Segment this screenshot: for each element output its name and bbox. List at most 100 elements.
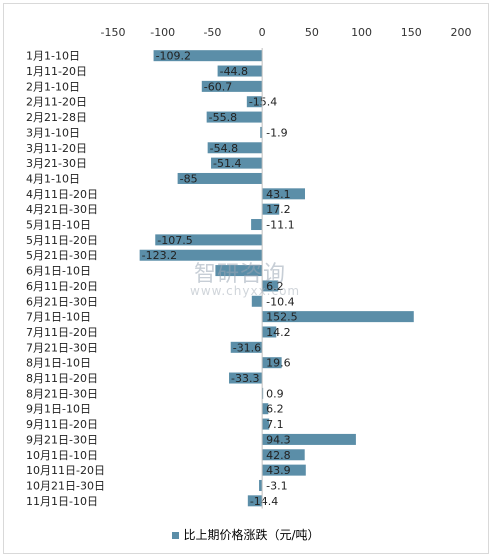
bar	[217, 65, 263, 77]
category-label: 8月1日-10日	[26, 357, 91, 370]
bar	[153, 50, 263, 62]
data-label: -109.2	[156, 50, 191, 63]
category-label: 7月11日-20日	[26, 326, 98, 339]
category-label: 9月11日-20日	[26, 418, 98, 431]
category-label: 7月21日-30日	[26, 341, 98, 354]
legend: 比上期价格涨跌（元/吨）	[0, 526, 492, 543]
bar	[177, 172, 263, 184]
bar	[262, 464, 306, 476]
data-label: 6.2	[266, 280, 284, 293]
data-label: 152.5	[266, 311, 298, 324]
category-label: 6月11日-20日	[26, 280, 98, 293]
x-tick-label: -150	[101, 26, 126, 39]
category-label: 4月1-10日	[26, 172, 80, 185]
data-label: -107.5	[157, 234, 192, 247]
category-label: 8月11日-20日	[26, 372, 98, 385]
data-label: -44.8	[220, 65, 248, 78]
bar	[229, 372, 263, 384]
category-label: 3月11-20日	[26, 142, 87, 155]
category-label: 1月1-10日	[26, 50, 80, 63]
bar	[262, 280, 279, 292]
category-label: 5月11日-20日	[26, 234, 98, 247]
bar	[215, 265, 263, 277]
x-tick-label: 150	[401, 26, 422, 39]
data-label: 94.3	[266, 433, 291, 446]
category-label: 4月11日-20日	[26, 188, 98, 201]
category-label: 1月11-20日	[26, 65, 87, 78]
x-tick-label: 50	[305, 26, 319, 39]
category-label: 9月21日-30日	[26, 433, 98, 446]
category-label: 10月21日-30日	[26, 479, 105, 492]
category-label: 6月21日-30日	[26, 295, 98, 308]
x-tick-label: 100	[351, 26, 372, 39]
category-label: 7月1日-10日	[26, 311, 91, 324]
data-label: -55.8	[209, 111, 237, 124]
category-label: 9月1日-10日	[26, 403, 91, 416]
bar	[247, 495, 263, 507]
data-label: -3.1	[266, 479, 287, 492]
bar	[246, 96, 263, 108]
bar	[262, 418, 270, 430]
data-label: 43.1	[266, 188, 291, 201]
bar	[260, 126, 263, 138]
category-label: 2月11-20日	[26, 96, 87, 109]
category-label: 8月21日-30日	[26, 387, 98, 400]
bar	[262, 449, 305, 461]
category-label: 10月1日-10日	[26, 449, 98, 462]
x-tick-label: 200	[451, 26, 472, 39]
category-label: 5月1日-10日	[26, 219, 91, 232]
data-label: 42.8	[266, 449, 291, 462]
data-label: -31.6	[233, 341, 261, 354]
bar	[201, 80, 263, 92]
data-label: -15.4	[249, 96, 277, 109]
bar	[230, 341, 263, 353]
legend-label: 比上期价格涨跌（元/吨）	[183, 528, 320, 542]
data-label: -1.9	[266, 126, 287, 139]
bar	[262, 203, 280, 215]
bar	[251, 219, 263, 231]
x-tick-label: -50	[203, 26, 221, 39]
data-label: -51.4	[213, 157, 241, 170]
bar	[262, 403, 269, 415]
data-label: -85	[180, 172, 198, 185]
bar	[262, 311, 414, 323]
bar	[207, 142, 263, 154]
bar	[259, 479, 263, 491]
category-label: 6月1日-10日	[26, 265, 91, 278]
category-label: 5月21日-30日	[26, 249, 98, 262]
category-label: 2月21-28日	[26, 111, 87, 124]
category-label: 3月1-10日	[26, 126, 80, 139]
data-label: -11.1	[266, 219, 294, 232]
data-label: 19.6	[266, 357, 291, 370]
data-label: 17.2	[266, 203, 291, 216]
data-label: 6.2	[266, 403, 284, 416]
bar	[262, 357, 282, 369]
category-label: 10月11日-20日	[26, 464, 105, 477]
x-tick-label: 0	[259, 26, 266, 39]
bar	[155, 234, 263, 246]
data-label: 7.1	[266, 418, 284, 431]
bar	[206, 111, 263, 123]
data-label: -33.3	[231, 372, 259, 385]
bar	[262, 433, 356, 445]
x-tick-label: -100	[150, 26, 175, 39]
category-label: 4月21日-30日	[26, 203, 98, 216]
data-label: -123.2	[142, 249, 177, 262]
data-label: 14.2	[266, 326, 291, 339]
bar	[139, 249, 263, 261]
legend-swatch	[172, 532, 180, 539]
category-label: 2月1-10日	[26, 80, 80, 93]
chart-frame	[3, 3, 489, 554]
bar	[251, 295, 263, 307]
data-label: 0.9	[266, 387, 284, 400]
data-label: -60.7	[204, 80, 232, 93]
bar	[262, 326, 277, 338]
data-label: -54.8	[210, 142, 238, 155]
data-label: -14.4	[250, 495, 278, 508]
data-label: -10.4	[266, 295, 294, 308]
category-label: 11月1日-10日	[26, 495, 98, 508]
bar	[262, 188, 305, 200]
data-label: 43.9	[266, 464, 291, 477]
category-label: 3月21-30日	[26, 157, 87, 170]
